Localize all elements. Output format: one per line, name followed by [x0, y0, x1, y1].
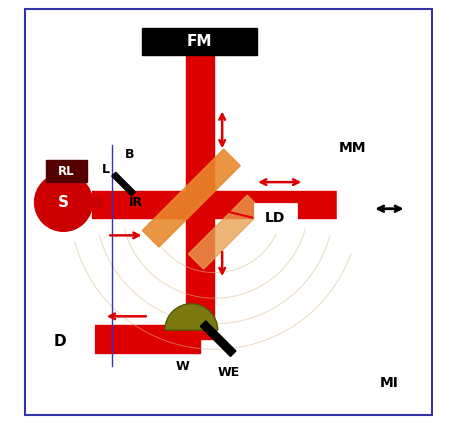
Polygon shape	[200, 321, 236, 357]
Text: L: L	[101, 162, 110, 176]
Text: FM: FM	[187, 34, 212, 49]
Bar	[255, 204, 296, 232]
Text: D: D	[54, 334, 66, 349]
Bar	[27, 307, 93, 377]
Wedge shape	[165, 304, 217, 330]
Bar	[46, 160, 87, 182]
Text: S: S	[58, 195, 69, 210]
Circle shape	[35, 173, 92, 231]
Bar	[93, 325, 200, 353]
Text: MI: MI	[380, 377, 399, 390]
Text: LD: LD	[265, 211, 286, 225]
Bar	[142, 28, 258, 55]
Bar	[92, 197, 103, 207]
Text: RL: RL	[58, 165, 75, 178]
Text: RL: RL	[66, 153, 67, 154]
Text: MM: MM	[339, 141, 366, 155]
Polygon shape	[112, 172, 135, 196]
Bar	[186, 55, 214, 339]
Text: B: B	[125, 147, 135, 161]
Text: W: W	[176, 360, 190, 373]
Bar	[338, 166, 366, 251]
Polygon shape	[188, 195, 262, 269]
Text: IR: IR	[129, 196, 143, 209]
Bar	[92, 191, 338, 218]
Text: WE: WE	[217, 366, 240, 380]
Polygon shape	[142, 149, 240, 247]
